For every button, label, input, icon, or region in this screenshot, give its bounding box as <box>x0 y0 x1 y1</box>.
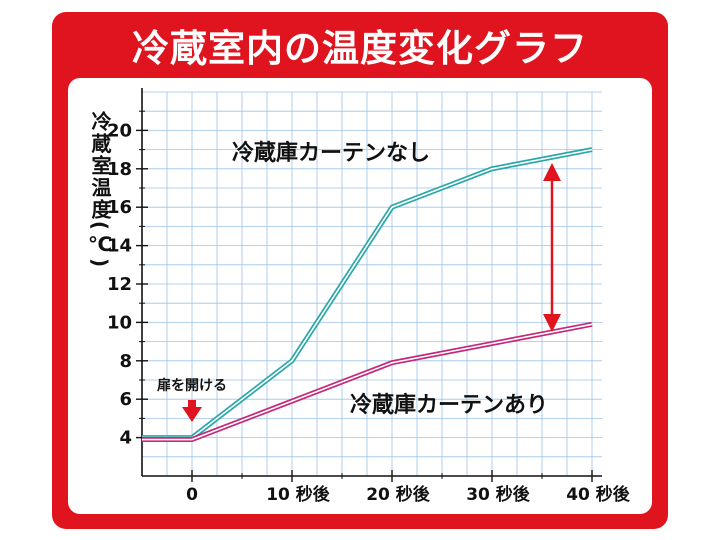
series-label-no-curtain: 冷蔵庫カーテンなし <box>232 140 430 166</box>
x-tick-label: 40 秒後 <box>566 484 631 505</box>
x-tick-label: 0 <box>186 485 198 505</box>
y-tick-label: 20 <box>107 120 132 141</box>
x-tick-label: 10 秒後 <box>266 484 331 505</box>
difference-arrow-head-top <box>543 163 561 182</box>
y-tick-label: 6 <box>119 389 132 410</box>
door-arrow-head <box>182 407 202 422</box>
y-tick-label: 18 <box>107 159 132 180</box>
series-label-curtain: 冷蔵庫カーテンあり <box>350 392 548 418</box>
x-tick-label: 20 秒後 <box>366 484 431 505</box>
series-line-inner <box>142 323 593 441</box>
y-tick-label: 14 <box>107 236 132 257</box>
labels: 4 6 8 10 12 14 16 18 20 0 10 秒後 20 秒後 30 秒後 40 秒後 冷蔵室温… <box>88 109 631 505</box>
grid <box>141 91 602 477</box>
series-lines <box>142 147 593 443</box>
axes <box>136 88 602 482</box>
x-tick-label: 30 秒後 <box>466 484 531 505</box>
y-tick-label: 16 <box>107 197 132 218</box>
y-axis-label: 冷蔵室温度(℃) <box>88 109 112 269</box>
chart-title: 冷蔵室内の温度変化グラフ <box>132 27 588 70</box>
y-tick-label: 8 <box>119 351 132 372</box>
y-tick-label: 12 <box>107 274 132 295</box>
difference-arrow-head-bottom <box>543 314 561 332</box>
door-arrow-shaft <box>188 400 196 408</box>
y-tick-label: 10 <box>107 312 132 333</box>
y-tick-label: 4 <box>119 428 132 449</box>
door-open-label: 扉を開ける <box>157 377 227 394</box>
annotations <box>182 163 561 422</box>
